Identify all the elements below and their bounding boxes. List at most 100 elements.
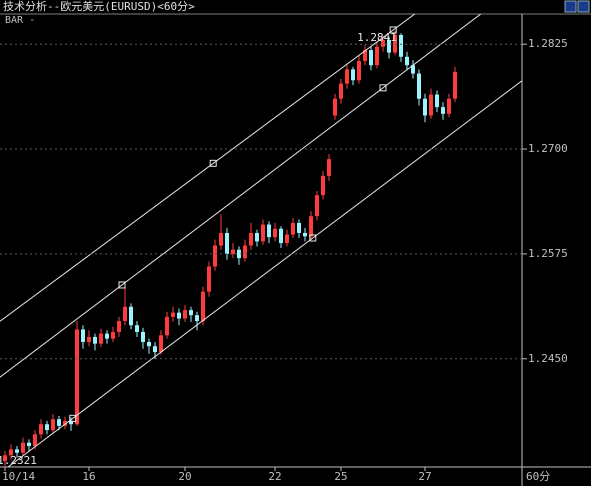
- candle-body: [159, 335, 163, 353]
- candle-body: [429, 94, 433, 116]
- window-buttons[interactable]: [564, 0, 590, 13]
- x-tick-label: 27: [418, 470, 431, 483]
- candle-body: [39, 424, 43, 435]
- candle-body: [105, 333, 109, 339]
- candle-body: [423, 98, 427, 116]
- candle-body: [321, 175, 325, 196]
- candle-body: [177, 312, 181, 319]
- candle-body: [123, 306, 127, 322]
- candle-body: [363, 50, 367, 61]
- candle-body: [351, 69, 355, 81]
- x-tick-label: 22: [268, 470, 281, 483]
- candle-body: [51, 419, 55, 431]
- candle-body: [453, 71, 457, 99]
- candle-body: [369, 50, 373, 66]
- candle-body: [183, 310, 187, 319]
- candle-body: [375, 46, 379, 66]
- channel-anchor: [69, 414, 77, 422]
- candle-body: [201, 291, 205, 322]
- candle-body: [315, 195, 319, 217]
- channel-anchor: [379, 84, 387, 92]
- candle-body: [15, 449, 19, 453]
- candle-body: [267, 224, 271, 238]
- candle-body: [207, 266, 211, 292]
- candle-body: [27, 442, 31, 447]
- candle-body: [189, 310, 193, 316]
- chart-title: 技术分析--欧元美元(EURUSD)<60分>: [3, 0, 195, 13]
- title-bar: [0, 0, 591, 14]
- candle-body: [309, 216, 313, 237]
- candle-body: [213, 245, 217, 267]
- candle-body: [87, 336, 91, 343]
- candle-body: [345, 69, 349, 84]
- x-tick-label: 16: [82, 470, 95, 483]
- candle-body: [63, 420, 67, 426]
- candle-body: [153, 346, 157, 353]
- candle-body: [327, 159, 331, 176]
- candle-body: [45, 424, 49, 431]
- channel-anchor: [389, 26, 397, 34]
- y-tick-label: 1.2450: [528, 352, 568, 365]
- plot-area: [0, 14, 522, 467]
- y-tick-label: 1.2825: [528, 37, 568, 50]
- price-annotation: 1.2321: [0, 454, 37, 467]
- y-tick-label: 1.2700: [528, 142, 568, 155]
- candle-body: [99, 333, 103, 344]
- candle-body: [69, 420, 73, 425]
- candle-body: [447, 98, 451, 114]
- candle-body: [129, 306, 133, 326]
- candle-body: [81, 329, 85, 343]
- candle-body: [231, 249, 235, 254]
- candle-body: [261, 224, 265, 242]
- candle-body: [411, 65, 415, 74]
- x-tick-label: 25: [334, 470, 347, 483]
- x-tick-label: 10/14: [2, 470, 35, 483]
- candle-body: [291, 222, 295, 235]
- candle-body: [297, 222, 301, 233]
- candle-body: [75, 329, 79, 425]
- candle-body: [219, 232, 223, 246]
- candle-body: [195, 315, 199, 322]
- candle-body: [441, 107, 445, 114]
- channel-line: [0, 14, 416, 322]
- candle-body: [237, 249, 241, 259]
- candle-body: [21, 442, 25, 453]
- candle-body: [93, 336, 97, 344]
- candle-body: [279, 228, 283, 244]
- candle-body: [225, 232, 229, 254]
- candle-body: [435, 94, 439, 108]
- candle-body: [9, 449, 13, 456]
- candle-body: [165, 316, 169, 336]
- candle-body: [303, 232, 307, 237]
- candle-body: [141, 331, 145, 343]
- candle-body: [135, 325, 139, 332]
- candle-body: [273, 228, 277, 238]
- candle-body: [387, 40, 391, 53]
- candle-body: [357, 60, 361, 81]
- channel-anchor: [118, 281, 126, 289]
- channel-anchor: [309, 234, 317, 242]
- period-label: 60分: [526, 470, 550, 483]
- indicator-label: BAR -: [5, 15, 35, 26]
- candle-body: [339, 83, 343, 99]
- candle-body: [117, 321, 121, 332]
- channel-anchor: [209, 159, 217, 167]
- candle-body: [171, 312, 175, 317]
- candle-body: [249, 232, 253, 246]
- x-tick-label: 20: [178, 470, 191, 483]
- candle-body: [417, 73, 421, 99]
- price-annotation: 1.2841: [357, 31, 397, 44]
- button-prev[interactable]: [564, 0, 577, 13]
- candle-body: [33, 434, 37, 447]
- candle-body: [285, 234, 289, 244]
- candle-body: [57, 419, 61, 426]
- candle-body: [3, 455, 7, 462]
- candle-body: [405, 56, 409, 66]
- candle-body: [255, 232, 259, 242]
- candle-body: [381, 40, 385, 47]
- candle-body: [111, 331, 115, 339]
- button-next[interactable]: [577, 0, 590, 13]
